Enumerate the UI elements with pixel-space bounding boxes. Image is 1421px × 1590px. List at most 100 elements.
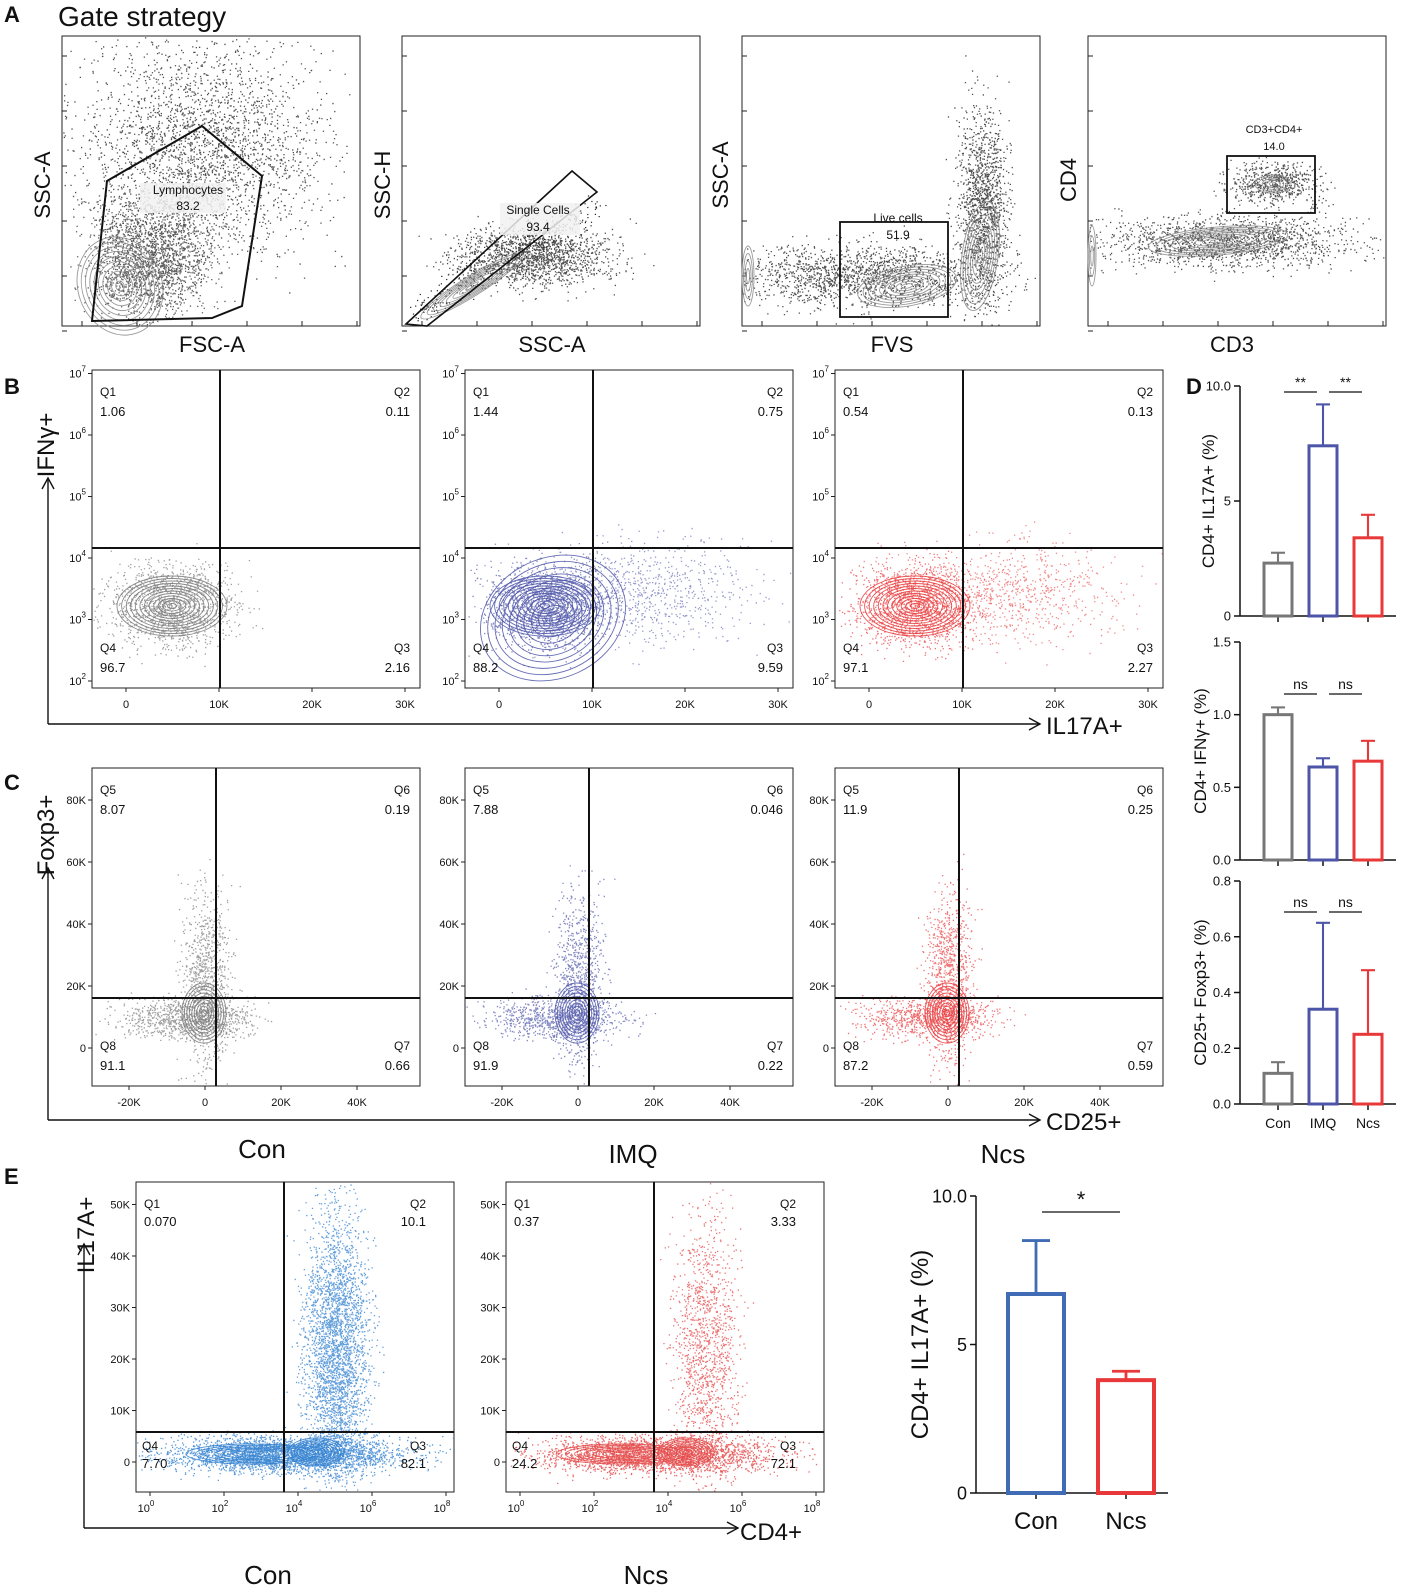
group-label-ncs: Ncs [981, 1139, 1026, 1169]
contour-line [660, 1439, 712, 1465]
scatter-dot [435, 302, 437, 304]
gate-3-xlabel: CD3 [1210, 332, 1254, 357]
significance-label: * [1077, 1187, 1086, 1212]
quadrant-value: 0.19 [385, 802, 410, 817]
scatter-dot [524, 239, 527, 241]
x-tick-label: 104 [656, 1499, 673, 1515]
contour-line [480, 554, 626, 682]
gate-2-name: Live cells [873, 211, 922, 225]
quadrant-id: Q8 [473, 1039, 489, 1053]
y-tick-label: 80K [439, 795, 459, 807]
plot-frame [505, 1181, 825, 1493]
y-tick-exponent: 2 [455, 672, 460, 681]
quadrant-id: Q3 [767, 641, 783, 655]
quadrant-id: Q1 [144, 1197, 160, 1211]
contour-line [526, 595, 564, 617]
scatter-dot [432, 307, 434, 309]
x-tick-label: -20K [860, 1097, 884, 1109]
e-group-label-con: Con [244, 1560, 292, 1590]
contour-line [887, 590, 943, 622]
y-tick-label: 50K [110, 1200, 130, 1212]
bar-con [1006, 1292, 1066, 1496]
contour-line [1265, 179, 1281, 189]
quadrant-id: Q5 [473, 783, 489, 797]
contour-line [896, 595, 934, 617]
bar-ncs [1352, 536, 1384, 618]
contour-line [977, 248, 983, 264]
contour-line [545, 611, 561, 625]
quadrant-id: Q1 [514, 1197, 530, 1211]
contour-line [296, 1442, 336, 1462]
panel-e-xaxis-label: CD4+ [740, 1519, 802, 1546]
x-tick-exponent: 2 [594, 1499, 599, 1508]
gate-2-ylabel: SSC-A [708, 141, 733, 209]
x-tick-label: 20K [302, 699, 322, 711]
scatter-dot [463, 277, 465, 279]
y-tick-exponent: 4 [455, 549, 460, 558]
x-tick-label: -20K [490, 1097, 514, 1109]
contour-line [144, 590, 200, 622]
scatter-dots [1213, 157, 1336, 216]
contour-line [601, 1450, 641, 1458]
contour-line [744, 260, 752, 292]
contour-line [868, 580, 962, 632]
scatter-dot [543, 238, 546, 241]
contour-line [185, 1443, 317, 1465]
scatter-dot [470, 269, 472, 271]
x-tick-exponent: 0 [520, 1499, 525, 1508]
scatter-dots [93, 543, 264, 668]
quadrant-id: Q7 [1137, 1039, 1153, 1053]
scatter-dot [459, 284, 461, 286]
y-tick-exponent: 5 [825, 488, 830, 497]
contour-line [884, 275, 930, 297]
scatter-dot [587, 206, 589, 209]
y-tick-label: 10K [480, 1406, 500, 1418]
scatter-dots [474, 524, 792, 666]
contour-line [1155, 227, 1281, 255]
contour-line [498, 580, 592, 632]
scatter-dot [542, 236, 544, 238]
gate-1-label-bg [500, 203, 580, 235]
scatter-dot [436, 309, 438, 311]
plot-frame [1087, 35, 1387, 327]
scatter-dot [591, 200, 593, 203]
contour-line [196, 1002, 212, 1024]
y-tick-label: 20K [66, 981, 86, 993]
bar-imq [1307, 1007, 1339, 1106]
y-tick-exponent: 3 [455, 611, 460, 620]
scatter-dot [507, 248, 510, 250]
contour-line [944, 1009, 950, 1017]
contour-line [80, 241, 160, 331]
contour-line [433, 260, 511, 312]
scatter-dot [453, 282, 455, 284]
il17a-cd4-plot-con: Q1 0.070 Q2 10.1 Q3 82.1 Q4 7.70 100 102 104 106 108… [110, 1181, 455, 1515]
contour-line [901, 283, 913, 289]
scatter-dot [446, 303, 448, 305]
x-tick-label: 102 [212, 1499, 229, 1515]
scatter-dot [482, 284, 484, 287]
scatter-dot [440, 283, 442, 285]
quadrant-id: Q6 [1137, 783, 1153, 797]
contour-line [231, 1450, 271, 1458]
scatter-dots [1089, 204, 1385, 282]
x-tick-label: 106 [730, 1499, 747, 1515]
quadrant-id: Q2 [394, 385, 410, 399]
scatter-dot [537, 242, 539, 244]
contour-line [1209, 238, 1227, 244]
contour-line [198, 1005, 210, 1021]
contour-line [420, 252, 524, 320]
y-tick-label: 0 [823, 1043, 829, 1055]
contour-line [530, 598, 576, 638]
contour-line [569, 1002, 585, 1024]
y-tick-label: 105 [69, 488, 86, 504]
bar-con [1262, 1071, 1294, 1106]
x-tick-label: 20K [675, 699, 695, 711]
scatter-dot [548, 236, 550, 238]
scatter-dot [445, 295, 447, 297]
bar-ncs [1352, 759, 1384, 862]
quadrant-value: 0.070 [144, 1214, 177, 1229]
scatter-dot [587, 217, 589, 219]
contour-line [204, 1446, 298, 1462]
quadrant-id: Q1 [100, 385, 116, 399]
x-tick-label: 0 [575, 1097, 581, 1109]
